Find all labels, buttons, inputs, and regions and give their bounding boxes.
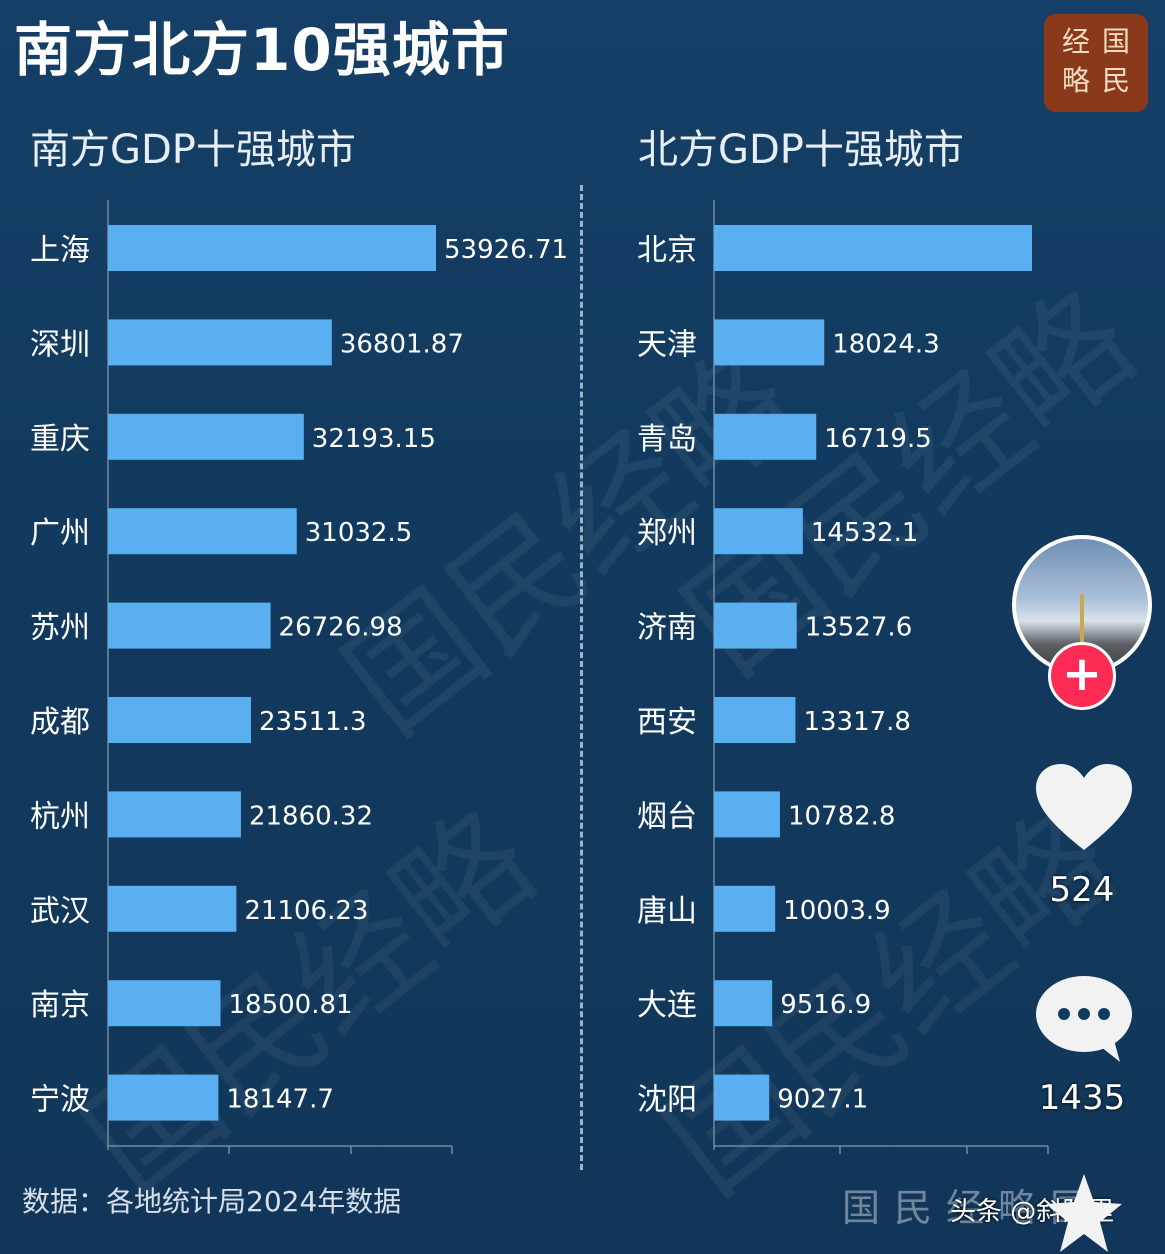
north-category-label: 大连 — [637, 988, 697, 1023]
south-bar — [108, 508, 297, 555]
north-value-label: 10003.9 — [783, 896, 891, 926]
south-category-label: 杭州 — [30, 799, 90, 834]
north-value-label: 13317.8 — [803, 707, 911, 737]
south-category-label: 苏州 — [30, 611, 90, 646]
north-category-label: 郑州 — [637, 516, 697, 551]
brand-logo: 经 国 略 民 — [1044, 14, 1148, 112]
panel-divider — [580, 185, 583, 1170]
south-value-label: 23511.3 — [259, 707, 367, 737]
logo-char: 略 — [1061, 64, 1090, 97]
south-value-label: 18500.81 — [229, 990, 353, 1020]
star-icon[interactable] — [1046, 1172, 1122, 1254]
north-category-label: 烟台 — [637, 799, 697, 834]
south-bar — [108, 791, 241, 838]
logo-char: 经 — [1061, 25, 1090, 58]
bottom-watermark: 国民经略国 — [842, 1186, 1103, 1230]
comment-count: 1435 — [1038, 1078, 1126, 1118]
north-bar — [714, 791, 780, 838]
follow-button[interactable]: + — [1048, 642, 1116, 710]
south-value-label: 31032.5 — [305, 518, 413, 548]
north-bar — [714, 885, 776, 932]
north-category-label: 天津 — [637, 327, 697, 362]
south-bar — [108, 413, 304, 460]
south-value-label: 18147.7 — [226, 1085, 334, 1115]
north-value-label: 9516.9 — [780, 990, 871, 1020]
south-category-label: 武汉 — [30, 894, 90, 929]
south-value-label: 21860.32 — [249, 801, 373, 831]
north-category-label: 济南 — [637, 611, 697, 646]
logo-char: 民 — [1101, 64, 1130, 97]
north-value-label: 18024.3 — [832, 329, 940, 359]
south-value-label: 53926.71 — [444, 235, 568, 265]
north-value-label: 10782.8 — [788, 801, 896, 831]
south-category-label: 宁波 — [30, 1083, 90, 1118]
south-category-label: 重庆 — [30, 422, 90, 457]
north-bar — [714, 1074, 770, 1121]
like-count: 524 — [1049, 870, 1115, 910]
south-category-label: 深圳 — [30, 327, 90, 362]
south-value-label: 32193.15 — [312, 424, 436, 454]
south-category-label: 广州 — [30, 516, 90, 551]
north-category-label: 沈阳 — [637, 1083, 697, 1118]
south-bar — [108, 602, 271, 649]
south-bar — [108, 980, 221, 1027]
data-source-footer: 数据：各地统计局2024年数据 — [22, 1185, 402, 1218]
north-bar — [714, 225, 1032, 271]
south-category-label: 上海 — [30, 233, 90, 268]
south-chart-title: 南方GDP十强城市 — [30, 127, 356, 173]
comment-icon[interactable] — [1034, 972, 1134, 1064]
north-value-label: 9027.1 — [777, 1085, 868, 1115]
north-category-label: 青岛 — [637, 422, 697, 457]
north-category-label: 北京 — [637, 233, 697, 268]
south-category-label: 南京 — [30, 988, 90, 1023]
south-bar — [108, 319, 332, 366]
south-category-label: 成都 — [30, 705, 90, 740]
south-value-label: 26726.98 — [279, 613, 403, 643]
south-bar — [108, 885, 237, 932]
north-value-label: 14532.1 — [811, 518, 919, 548]
north-value-label: 13527.6 — [805, 613, 913, 643]
north-bar — [714, 508, 803, 555]
south-value-label: 36801.87 — [340, 329, 464, 359]
heart-icon[interactable] — [1034, 762, 1134, 854]
page-title: 南方北方10强城市 — [14, 16, 510, 84]
north-bar — [714, 319, 825, 366]
north-bar — [714, 413, 817, 460]
north-value-label: 16719.5 — [824, 424, 932, 454]
north-category-label: 西安 — [637, 705, 697, 740]
north-bar — [714, 980, 773, 1027]
south-bar — [108, 697, 252, 743]
logo-char: 国 — [1101, 25, 1130, 58]
south-value-label: 21106.23 — [244, 896, 368, 926]
south-bar — [108, 1074, 219, 1121]
south-bar — [108, 225, 436, 271]
north-category-label: 唐山 — [637, 894, 697, 929]
north-chart-title: 北方GDP十强城市 — [638, 127, 964, 173]
avatar-pole — [1080, 594, 1084, 644]
north-bar — [714, 602, 797, 649]
north-bar — [714, 697, 796, 743]
